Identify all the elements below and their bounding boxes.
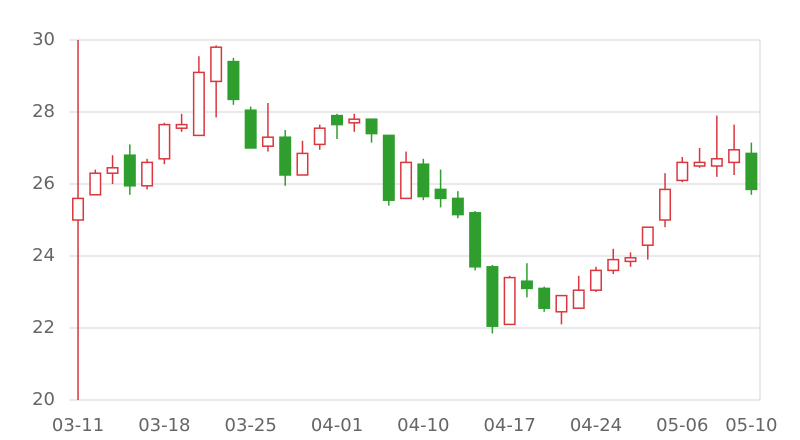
candle-body (624, 257, 637, 263)
candle-body (607, 258, 620, 272)
candle-body (348, 118, 361, 124)
candle-body (745, 152, 758, 191)
x-tick-label: 05-06 (656, 415, 708, 436)
candle-body (486, 266, 499, 327)
x-tick-label: 03-11 (52, 415, 104, 436)
candle-body (365, 118, 378, 135)
candle-body (417, 163, 430, 198)
x-tick-label: 04-17 (484, 415, 536, 436)
candle-body (158, 123, 171, 160)
candle-body (244, 109, 257, 149)
y-tick-label: 22 (32, 317, 55, 338)
candle-body (175, 123, 188, 129)
candle-body (296, 152, 309, 176)
candle-body (313, 127, 326, 146)
y-tick-label: 24 (32, 245, 55, 266)
candle-body (693, 161, 706, 167)
candle-body (89, 172, 102, 196)
x-tick-label: 04-10 (397, 415, 449, 436)
candle-body (72, 197, 85, 221)
x-tick-label: 04-24 (570, 415, 622, 436)
candle-body (520, 280, 533, 290)
candle-body (555, 294, 568, 313)
y-tick-label: 20 (32, 389, 55, 410)
candle-body (192, 71, 205, 137)
candle-body (141, 161, 154, 187)
y-tick-label: 30 (32, 29, 55, 50)
candle-body (572, 289, 585, 309)
candle-body (434, 188, 447, 200)
candle-body (659, 188, 672, 221)
x-tick-label: 03-18 (138, 415, 190, 436)
candle-body (641, 226, 654, 246)
candle-body (261, 136, 274, 147)
candle-body (503, 276, 516, 326)
x-tick-label: 05-10 (725, 415, 777, 436)
candle-body (451, 197, 464, 216)
candle-body (227, 60, 240, 101)
candle-body (400, 161, 413, 200)
y-tick-label: 26 (32, 173, 55, 194)
candle-body (331, 114, 344, 126)
y-tick-label: 28 (32, 101, 55, 122)
candle-body (589, 269, 602, 291)
x-tick-label: 04-01 (311, 415, 363, 436)
candle-body (210, 46, 223, 83)
candle-body (279, 136, 292, 176)
candle-body (106, 167, 119, 174)
candle-body (728, 149, 741, 164)
candle-body (382, 134, 395, 201)
candle-body (710, 158, 723, 167)
candle-body (676, 161, 689, 182)
candle-body (123, 154, 136, 187)
x-tick-label: 03-25 (225, 415, 277, 436)
candle-body (469, 212, 482, 268)
candle-body (538, 287, 551, 309)
